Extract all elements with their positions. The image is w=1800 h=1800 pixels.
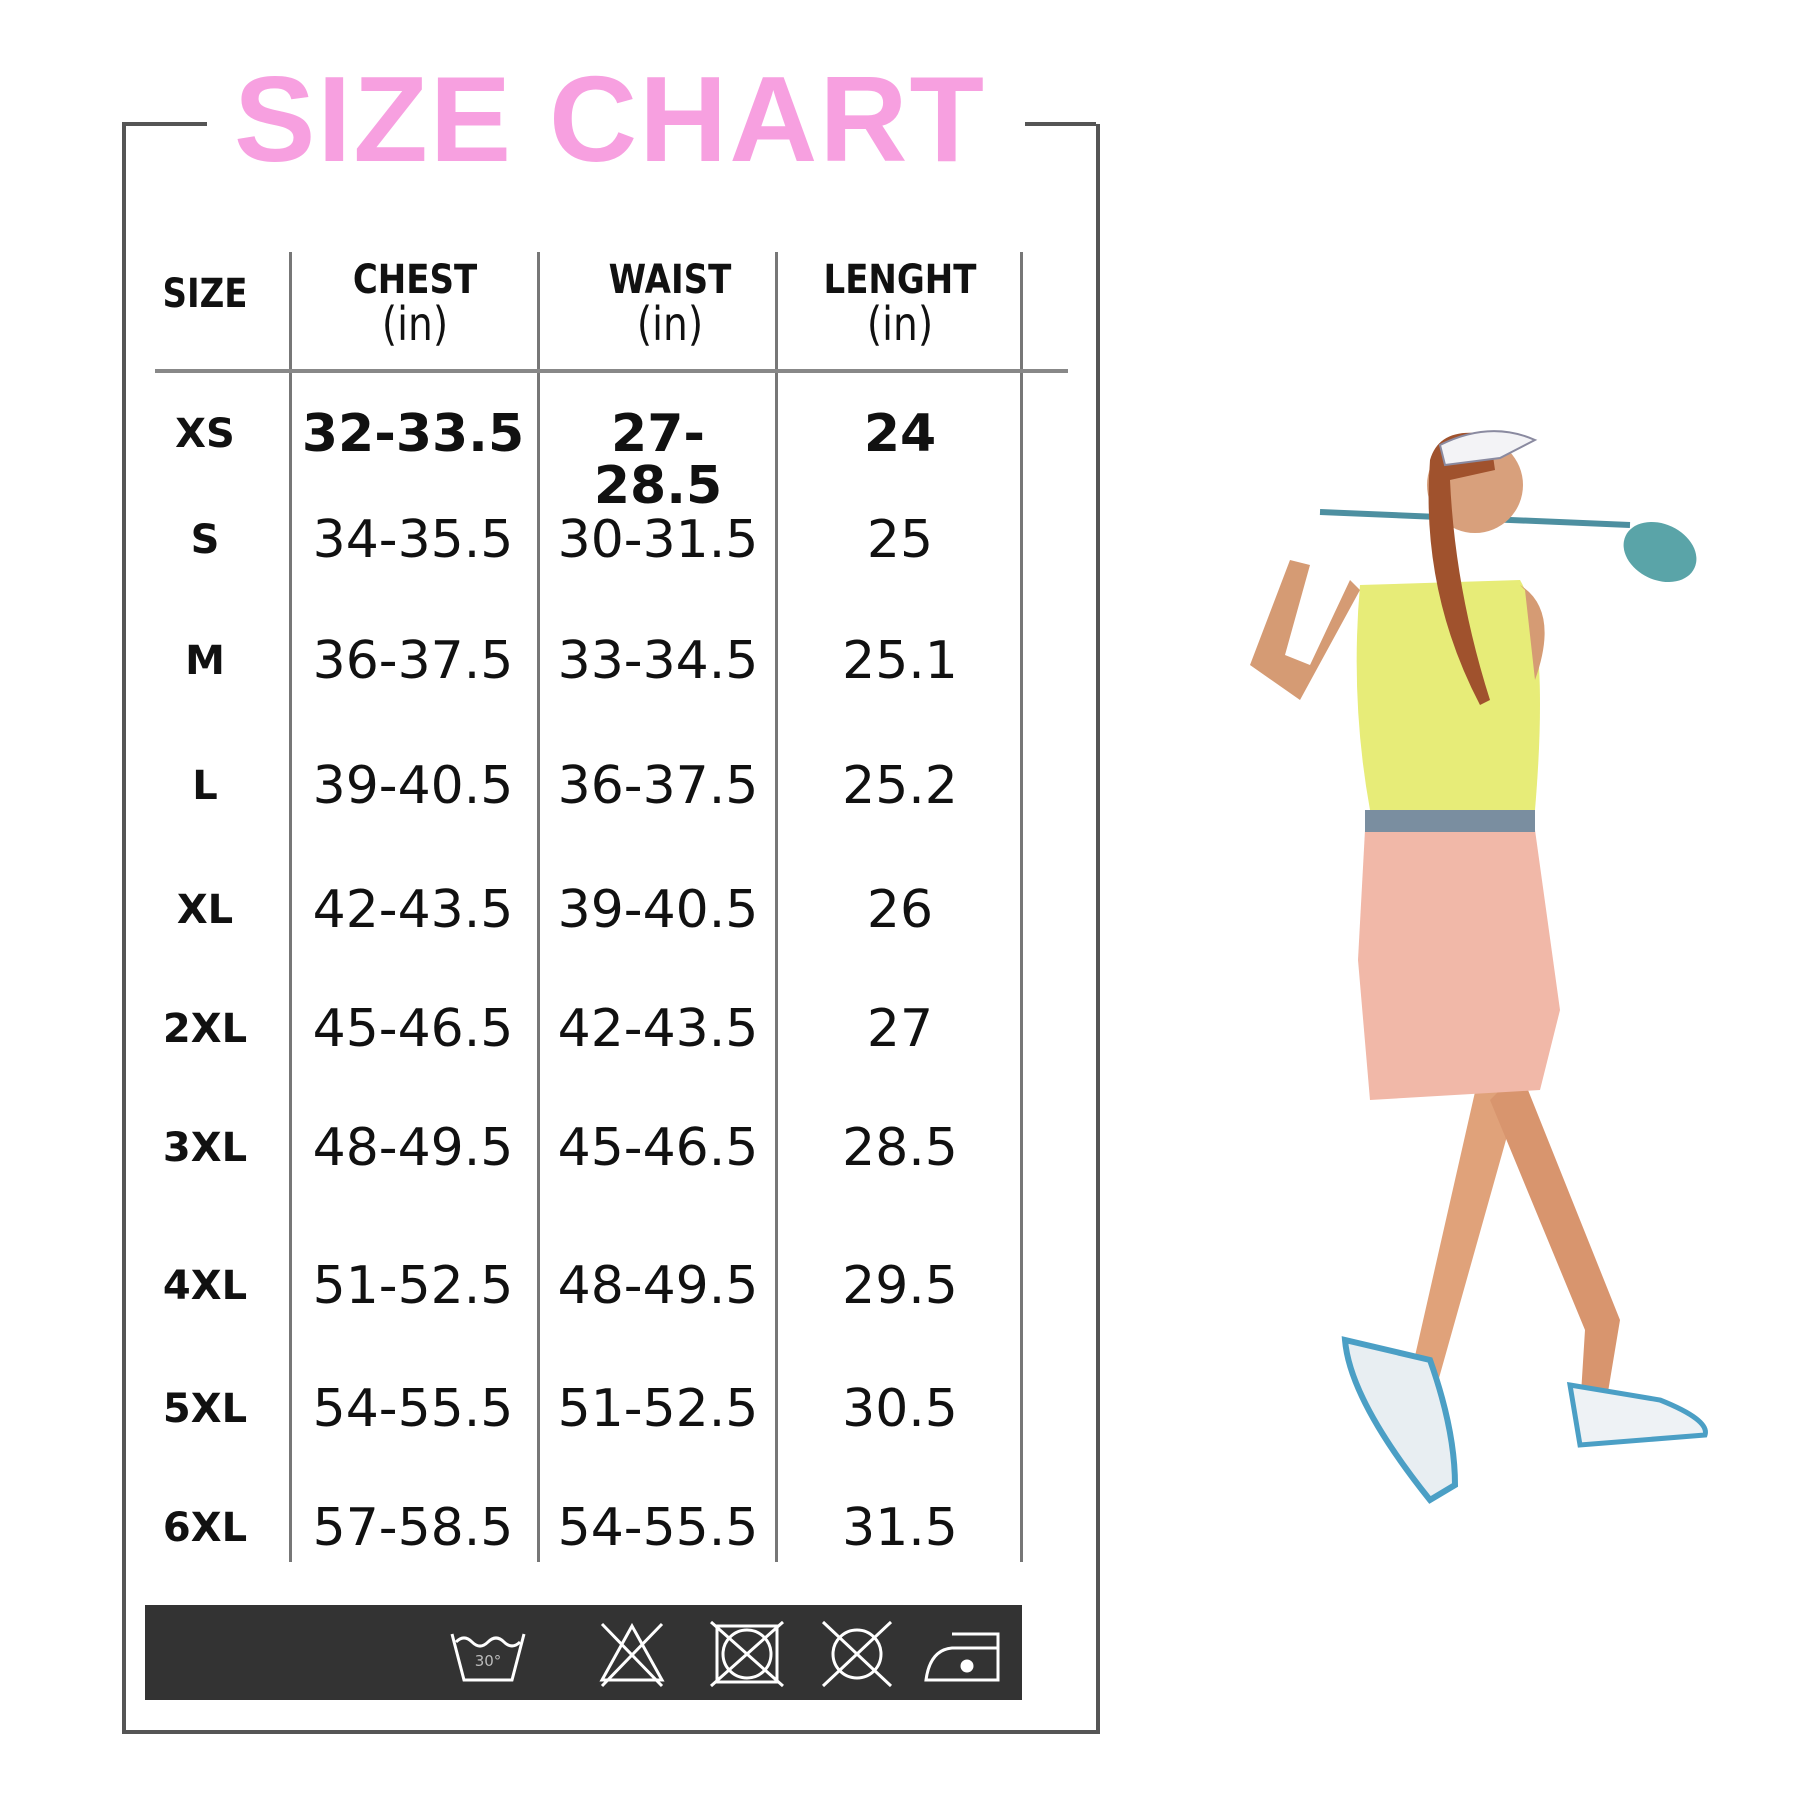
cell-waist: 45-46.5 bbox=[557, 1118, 759, 1178]
header-size: SIZE bbox=[150, 272, 261, 316]
cell-length: 30.5 bbox=[842, 1379, 958, 1439]
size-chart-frame bbox=[122, 124, 1100, 1734]
cell-waist: 39-40.5 bbox=[557, 880, 759, 940]
cell-waist: 36-37.5 bbox=[557, 756, 759, 816]
do-not-tumble-dry-icon bbox=[710, 1620, 784, 1688]
frame-top-left bbox=[122, 122, 207, 126]
frame-top-right bbox=[1025, 122, 1096, 126]
svg-text:30°: 30° bbox=[475, 1652, 502, 1670]
cell-chest: 51-52.5 bbox=[312, 1256, 514, 1316]
header-label: LENGHT bbox=[823, 257, 977, 303]
cell-waist: 42-43.5 bbox=[557, 999, 759, 1059]
cell-length: 26 bbox=[866, 880, 934, 940]
cell-waist: 54-55.5 bbox=[557, 1498, 759, 1558]
cell-waist: 30-31.5 bbox=[557, 510, 759, 570]
cell-chest: 57-58.5 bbox=[312, 1498, 514, 1558]
cell-length: 29.5 bbox=[842, 1256, 958, 1316]
cell-size: L bbox=[192, 763, 218, 809]
cell-length: 25.2 bbox=[842, 756, 958, 816]
cell-chest: 34-35.5 bbox=[312, 510, 514, 570]
cell-chest: 54-55.5 bbox=[312, 1379, 514, 1439]
header-divider bbox=[155, 369, 1068, 373]
cell-size: S bbox=[190, 517, 220, 563]
header-length: LENGHT (in) bbox=[807, 257, 994, 351]
header-label: SIZE bbox=[162, 271, 248, 317]
cell-waist: 48-49.5 bbox=[557, 1256, 759, 1316]
cell-length: 28.5 bbox=[842, 1118, 958, 1178]
cell-length: 25.1 bbox=[842, 631, 958, 691]
cell-chest: 32-33.5 bbox=[301, 404, 525, 464]
cell-size: 6XL bbox=[162, 1505, 248, 1551]
cell-length: 27 bbox=[866, 999, 934, 1059]
cell-size: XL bbox=[176, 887, 234, 933]
care-instructions-bar bbox=[145, 1605, 1022, 1700]
header-unit: (in) bbox=[866, 297, 934, 351]
cell-size: 2XL bbox=[162, 1006, 248, 1052]
wash-30-icon: 30° bbox=[450, 1633, 526, 1682]
cell-size: 5XL bbox=[162, 1386, 248, 1432]
cell-size: 3XL bbox=[162, 1125, 248, 1171]
cell-chest: 42-43.5 bbox=[312, 880, 514, 940]
cell-length: 31.5 bbox=[842, 1498, 958, 1558]
cell-chest: 36-37.5 bbox=[312, 631, 514, 691]
header-label: WAIST bbox=[608, 257, 732, 303]
page-title: SIZE CHART bbox=[234, 51, 986, 187]
column-divider bbox=[289, 252, 292, 1562]
header-unit: (in) bbox=[381, 297, 449, 351]
column-divider bbox=[537, 252, 540, 1562]
cell-length: 24 bbox=[863, 404, 937, 464]
cell-length: 25 bbox=[866, 510, 934, 570]
column-divider bbox=[1020, 252, 1023, 1562]
header-unit: (in) bbox=[636, 297, 704, 351]
cell-waist: 51-52.5 bbox=[557, 1379, 759, 1439]
do-not-bleach-icon bbox=[599, 1622, 665, 1688]
golfer-photo bbox=[1250, 430, 1708, 1504]
header-chest: CHEST (in) bbox=[317, 257, 513, 351]
column-divider bbox=[775, 252, 778, 1562]
header-label: CHEST bbox=[352, 257, 478, 303]
header-waist: WAIST (in) bbox=[577, 257, 764, 351]
iron-low-icon bbox=[924, 1632, 1000, 1682]
do-not-dry-clean-icon bbox=[821, 1620, 893, 1688]
cell-chest: 39-40.5 bbox=[312, 756, 514, 816]
cell-chest: 48-49.5 bbox=[312, 1118, 514, 1178]
cell-chest: 45-46.5 bbox=[312, 999, 514, 1059]
cell-size: M bbox=[185, 638, 225, 684]
cell-waist: 33-34.5 bbox=[557, 631, 759, 691]
cell-size: XS bbox=[175, 411, 235, 457]
cell-waist: 27-28.5 bbox=[593, 404, 723, 516]
cell-size: 4XL bbox=[162, 1263, 248, 1309]
